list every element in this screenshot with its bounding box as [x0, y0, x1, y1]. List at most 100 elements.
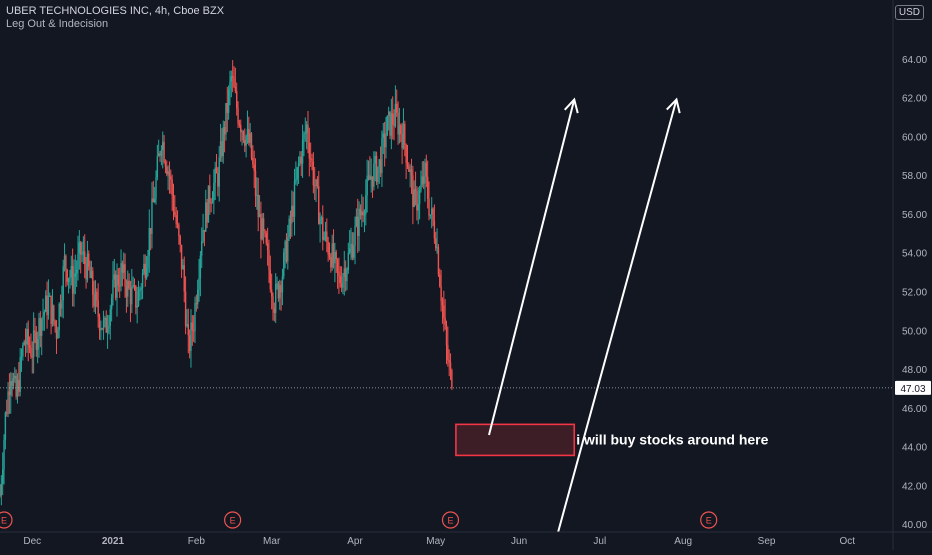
y-tick-label: 44.00 [902, 443, 927, 454]
earnings-marker[interactable]: E [224, 511, 242, 529]
candle-body [106, 328, 109, 333]
earnings-marker[interactable]: E [441, 511, 460, 529]
candle-body [50, 295, 52, 324]
earnings-marker-label: E [706, 516, 712, 526]
candle-body [187, 324, 189, 336]
candle-body [343, 268, 345, 277]
candle-body [35, 332, 38, 350]
candle-body [344, 268, 347, 281]
x-tick-label: May [426, 536, 445, 547]
candle-body [215, 167, 218, 174]
candle-body [451, 370, 453, 388]
candle-body [194, 303, 196, 331]
candle-body [361, 211, 363, 216]
candle-body [6, 412, 8, 414]
candle-body [431, 208, 433, 215]
candle-body [272, 296, 274, 309]
candle-body [389, 111, 391, 136]
candle-body [439, 274, 441, 287]
candle-body [157, 153, 160, 157]
candle-body [195, 303, 198, 305]
symbol-title[interactable]: UBER TECHNOLOGIES INC, 4h, Cboe BZX [6, 5, 225, 17]
candle-body [210, 203, 212, 205]
y-tick-label: 58.00 [902, 171, 927, 182]
candle-body [129, 288, 132, 305]
candle-body [124, 264, 126, 287]
indicator-label[interactable]: Leg Out & Indecision [6, 18, 109, 30]
candle-body [320, 217, 323, 219]
candle-body [188, 335, 191, 351]
candle-body [370, 176, 372, 180]
candle-body [245, 136, 247, 146]
candle-body [435, 238, 437, 249]
candle-body [53, 305, 55, 321]
candle-body [233, 77, 235, 87]
candle-body [305, 124, 308, 133]
candle-body [264, 230, 266, 234]
candle-body [363, 214, 366, 216]
candle-body [32, 330, 35, 357]
candle-body [429, 214, 432, 216]
candle-body [353, 245, 355, 258]
candle-body [163, 141, 165, 163]
candle-body [89, 266, 91, 278]
candle-body [167, 171, 169, 175]
candle-body [3, 439, 5, 470]
candle-body [326, 231, 328, 242]
candle-body [318, 186, 320, 225]
candle-body [104, 317, 106, 320]
x-tick-label: 2021 [102, 536, 125, 547]
candle-body [336, 259, 339, 272]
candle-body [249, 133, 251, 143]
candle-body [276, 283, 278, 285]
candle-body [346, 270, 348, 281]
candle-body [275, 283, 277, 314]
candle-body [304, 132, 306, 134]
y-tick-label: 54.00 [902, 249, 927, 260]
arrow-up-1[interactable] [488, 97, 579, 436]
candle-body [178, 224, 180, 236]
candle-body [397, 112, 399, 135]
candle-body [379, 159, 382, 174]
candle-body [449, 362, 452, 371]
candle-body [327, 241, 329, 255]
candle-body [30, 347, 32, 357]
candle-body [84, 251, 86, 265]
candle-body [240, 124, 242, 133]
earnings-marker[interactable]: E [0, 511, 13, 529]
candle-body [88, 253, 90, 267]
currency-button[interactable]: USD [894, 5, 924, 20]
annotation-text[interactable]: i will buy stocks around here [576, 431, 768, 447]
candle-body [422, 176, 425, 184]
candle-body [281, 276, 284, 293]
candle-body [362, 211, 364, 216]
candle-body [117, 274, 120, 286]
buy-zone-rectangle[interactable] [455, 423, 576, 457]
candle-body [206, 202, 208, 223]
candle-body [246, 129, 249, 137]
candle-body [10, 380, 12, 396]
candle-body [170, 176, 172, 180]
candle-body [34, 330, 36, 333]
earnings-marker[interactable]: E [700, 511, 718, 529]
candle-body [315, 179, 317, 186]
candle-body [412, 175, 414, 207]
candle-body [383, 133, 386, 148]
arrow-head [666, 97, 681, 114]
candle-body [7, 391, 9, 414]
candle-body [257, 194, 259, 218]
candle-body [182, 265, 184, 270]
candle-body [186, 324, 188, 326]
candle-body [105, 317, 107, 333]
candle-body [285, 241, 288, 262]
candle-body [209, 185, 211, 204]
candle-body [312, 161, 315, 186]
candle-body [176, 223, 179, 225]
candle-body [299, 156, 301, 163]
candle-body [36, 339, 39, 350]
arrow-up-2[interactable] [557, 97, 681, 533]
y-tick-label: 52.00 [902, 288, 927, 299]
